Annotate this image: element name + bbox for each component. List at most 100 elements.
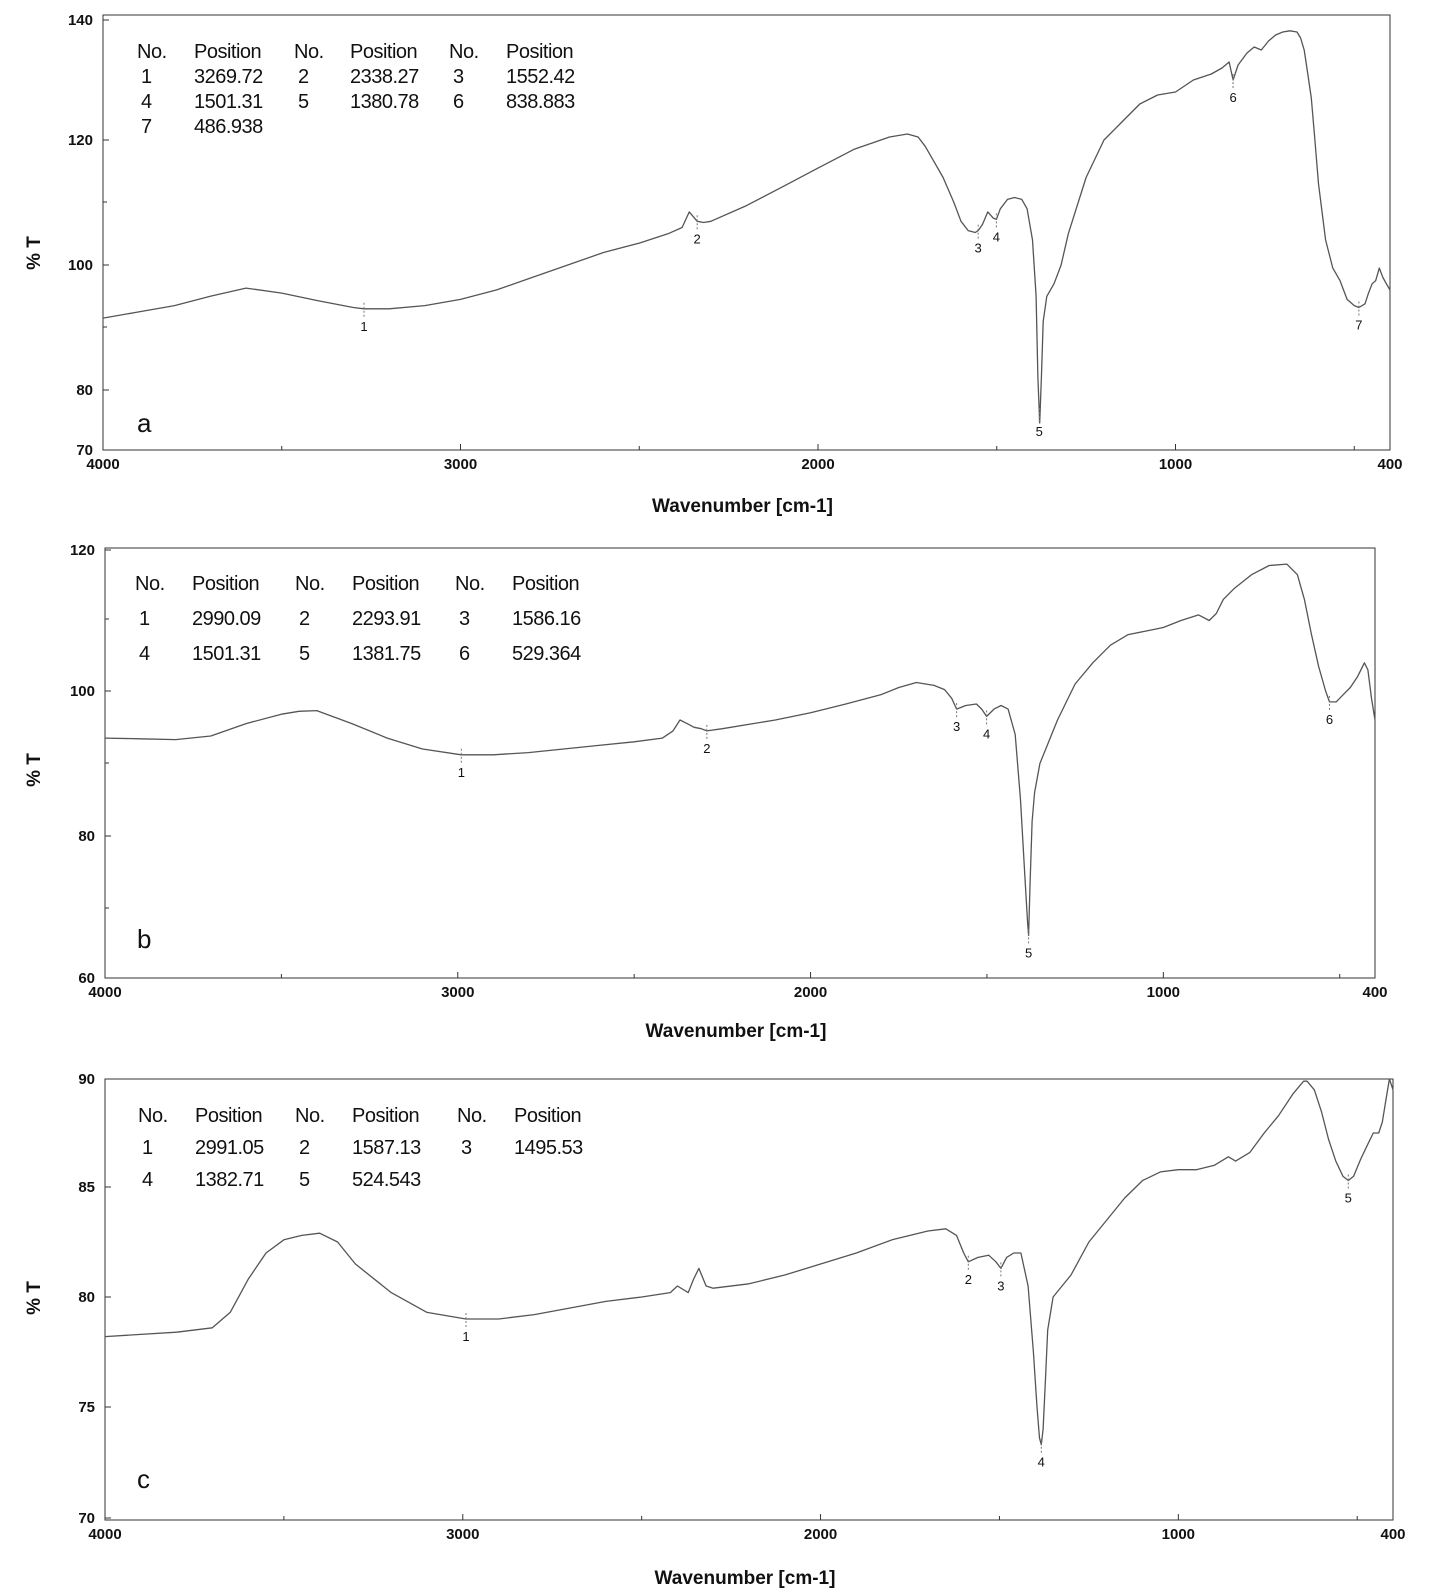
table-cell-position: 2293.91 bbox=[352, 608, 421, 630]
chart-panel-b: 4000 3000 2000 1000 400 60 80 100 120 Wavenumber … bbox=[24, 542, 1388, 1042]
table-header-no: No. bbox=[135, 573, 165, 595]
table-cell-no: 5 bbox=[299, 643, 310, 665]
table-cell-no: 4 bbox=[142, 1169, 153, 1191]
peak-table: No. Position No. Position No. Position 1 2991.0… bbox=[138, 1105, 584, 1191]
y-tick-label: 90 bbox=[78, 1071, 95, 1088]
table-cell-position: 1552.42 bbox=[506, 66, 575, 88]
peak-marker-label: 5 bbox=[1036, 424, 1043, 439]
y-tick-label: 120 bbox=[68, 132, 93, 149]
table-cell-position: 2991.05 bbox=[195, 1137, 264, 1159]
spectrum-line bbox=[104, 1078, 1394, 1446]
peak-marker-label: 1 bbox=[360, 319, 367, 334]
table-cell-no: 6 bbox=[459, 643, 470, 665]
y-tick-label: 120 bbox=[70, 542, 95, 559]
peak-marker-label: 2 bbox=[694, 231, 701, 246]
table-cell-position: 1501.31 bbox=[192, 643, 261, 665]
plot-frame bbox=[102, 14, 1391, 451]
y-tick-label: 80 bbox=[78, 1289, 95, 1306]
peak-marker-label: 3 bbox=[953, 719, 960, 734]
plot-frame bbox=[104, 1078, 1394, 1521]
panel-letter: b bbox=[137, 924, 151, 954]
table-cell-no: 4 bbox=[141, 91, 152, 113]
y-tick-label: 100 bbox=[70, 683, 95, 700]
table-cell-position: 1586.16 bbox=[512, 608, 581, 630]
peak-marker-label: 6 bbox=[1326, 712, 1333, 727]
y-axis-title: % T bbox=[24, 1281, 45, 1315]
table-cell-no: 3 bbox=[461, 1137, 472, 1159]
spectrum-line bbox=[104, 563, 1376, 937]
table-header-position: Position bbox=[194, 41, 261, 63]
x-axis-title: Wavenumber [cm-1] bbox=[655, 1568, 836, 1589]
peak-table: No. Position No. Position No. Position 1 3269.7… bbox=[137, 41, 576, 138]
y-axis-title: % T bbox=[24, 236, 45, 270]
panel-letter: c bbox=[137, 1464, 150, 1494]
table-header-no: No. bbox=[457, 1105, 487, 1127]
peak-marker-label: 3 bbox=[975, 241, 982, 256]
table-cell-no: 2 bbox=[299, 1137, 310, 1159]
peak-marker-label: 1 bbox=[462, 1329, 469, 1344]
table-header-position: Position bbox=[195, 1105, 262, 1127]
x-tick-label: 400 bbox=[1380, 1526, 1405, 1543]
peak-marker-label: 2 bbox=[703, 741, 710, 756]
y-tick-label: 140 bbox=[68, 12, 93, 29]
table-cell-position: 1495.53 bbox=[514, 1137, 583, 1159]
peak-marker-label: 7 bbox=[1355, 318, 1362, 333]
y-tick-label: 60 bbox=[78, 970, 95, 987]
table-header-position: Position bbox=[352, 1105, 419, 1127]
table-header-no: No. bbox=[137, 41, 167, 63]
table-cell-position: 3269.72 bbox=[194, 66, 263, 88]
table-cell-no: 5 bbox=[298, 91, 309, 113]
peak-table: No. Position No. Position No. Position 1 2990.0… bbox=[135, 573, 582, 665]
y-tick-label: 75 bbox=[78, 1399, 95, 1416]
x-tick-label: 2000 bbox=[801, 456, 834, 473]
table-cell-no: 5 bbox=[299, 1169, 310, 1191]
table-cell-no: 1 bbox=[142, 1137, 153, 1159]
y-axis-title: % T bbox=[24, 753, 45, 787]
table-header-position: Position bbox=[506, 41, 573, 63]
table-header-position: Position bbox=[512, 573, 579, 595]
x-tick-label: 3000 bbox=[446, 1526, 479, 1543]
peak-marker-label: 4 bbox=[1038, 1455, 1045, 1470]
table-cell-position: 2338.27 bbox=[350, 66, 419, 88]
panel-letter: a bbox=[137, 408, 152, 438]
y-tick-label: 100 bbox=[68, 257, 93, 274]
x-tick-label: 1000 bbox=[1162, 1526, 1195, 1543]
peak-marker-label: 6 bbox=[1229, 90, 1236, 105]
table-cell-no: 1 bbox=[139, 608, 150, 630]
table-header-position: Position bbox=[352, 573, 419, 595]
table-cell-position: 1380.78 bbox=[350, 91, 419, 113]
peak-marker-label: 4 bbox=[983, 726, 990, 741]
table-header-no: No. bbox=[449, 41, 479, 63]
x-tick-label: 1000 bbox=[1159, 456, 1192, 473]
x-tick-label: 4000 bbox=[88, 1526, 121, 1543]
peak-marker-label: 3 bbox=[997, 1278, 1004, 1293]
table-cell-position: 529.364 bbox=[512, 643, 581, 665]
table-header-no: No. bbox=[295, 1105, 325, 1127]
x-tick-label: 3000 bbox=[441, 984, 474, 1001]
table-cell-no: 2 bbox=[298, 66, 309, 88]
table-cell-no: 1 bbox=[141, 66, 152, 88]
table-cell-no: 6 bbox=[453, 91, 464, 113]
peak-marker-label: 5 bbox=[1025, 945, 1032, 960]
peak-marker-label: 4 bbox=[993, 229, 1000, 244]
peak-marker-label: 2 bbox=[965, 1272, 972, 1287]
table-header-no: No. bbox=[138, 1105, 168, 1127]
table-cell-no: 7 bbox=[141, 116, 152, 138]
table-header-position: Position bbox=[350, 41, 417, 63]
x-tick-label: 1000 bbox=[1147, 984, 1180, 1001]
chart-panel-c: 4000 3000 2000 1000 400 70 75 80 85 90 Wavenumber … bbox=[24, 1071, 1406, 1589]
x-tick-label: 4000 bbox=[86, 456, 119, 473]
table-cell-position: 524.543 bbox=[352, 1169, 421, 1191]
x-tick-label: 400 bbox=[1362, 984, 1387, 1001]
y-tick-label: 80 bbox=[76, 382, 93, 399]
x-tick-label: 3000 bbox=[444, 456, 477, 473]
table-cell-position: 2990.09 bbox=[192, 608, 261, 630]
y-tick-label: 80 bbox=[78, 828, 95, 845]
table-header-no: No. bbox=[295, 573, 325, 595]
table-cell-position: 1381.75 bbox=[352, 643, 421, 665]
table-cell-position: 1587.13 bbox=[352, 1137, 421, 1159]
y-tick-label: 70 bbox=[78, 1510, 95, 1527]
x-tick-label: 2000 bbox=[804, 1526, 837, 1543]
spectrum-line bbox=[102, 30, 1391, 424]
